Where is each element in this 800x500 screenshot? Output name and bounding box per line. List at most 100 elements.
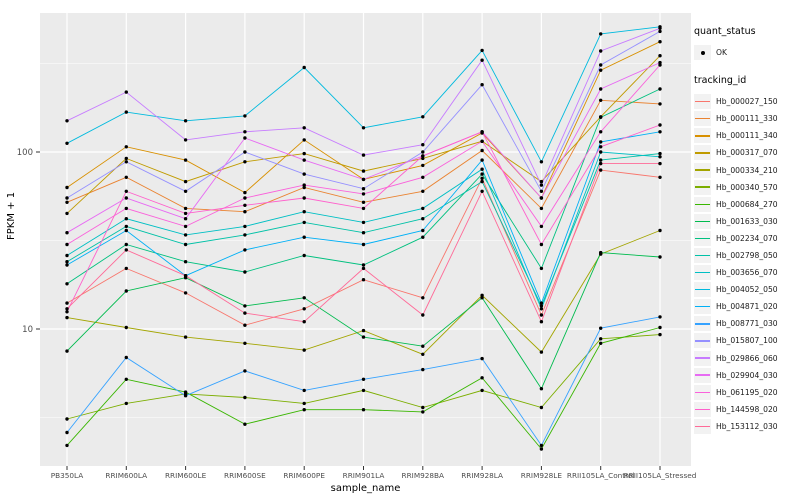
data-point [302,408,306,412]
data-point [302,401,306,406]
line-swatch-icon [695,374,710,376]
x-tick-label: RRIM600SE [224,471,266,480]
data-point [302,126,306,130]
data-point [421,115,425,119]
data-point [124,217,128,221]
legend-key [694,299,711,315]
data-point [361,220,366,225]
data-point [361,231,366,235]
data-point [243,395,247,400]
data-point [599,158,603,162]
data-point [599,140,603,144]
data-point [183,335,188,339]
data-point [480,83,484,87]
data-point [183,179,188,184]
data-point [421,175,425,179]
data-point [361,278,366,282]
data-point [302,220,306,225]
legend-item-Hb_002234_070: Hb_002234_070 [694,230,800,247]
data-point [183,138,188,142]
legend-item-Hb_002798_050: Hb_002798_050 [694,247,800,264]
data-point [65,310,69,314]
data-point [421,235,425,239]
data-point [421,313,425,317]
legend-key [694,145,711,161]
data-point [480,167,484,171]
data-point [480,58,484,62]
line-swatch-icon [695,186,710,188]
data-point [361,126,366,130]
data-point [65,263,69,267]
legend-item-Hb_000334_210: Hb_000334_210 [694,161,800,178]
data-point [480,388,484,393]
legend-item-Hb_000111_330: Hb_000111_330 [694,110,800,127]
data-point [302,253,306,258]
legend-items: Hb_000027_150 Hb_000111_330 Hb_000111_340 H… [694,93,800,435]
data-point [302,172,306,176]
data-point [243,323,247,327]
data-point [243,136,247,140]
data-point [124,196,128,200]
x-tick-label: RRIM600LE [165,471,207,480]
legend-item-Hb_015807_100: Hb_015807_100 [694,332,800,349]
data-point [421,405,425,410]
data-point [183,274,188,278]
data-point [65,315,69,320]
legend-item-Hb_004871_020: Hb_004871_020 [694,298,800,315]
data-point [421,206,425,211]
x-tick-label: RRII105LA_Stressed [624,471,697,480]
legend-item-label: Hb_008771_030 [716,319,778,329]
legend-item-label: Hb_000111_330 [716,114,778,124]
legend-item-label: OK [716,48,727,58]
data-point [599,32,603,36]
data-point [658,161,662,166]
data-point [183,158,188,162]
data-point [421,217,425,221]
data-point [480,48,484,53]
line-swatch-icon [695,152,710,154]
data-point [599,68,603,72]
point-marker-icon [700,50,705,55]
data-point [539,307,544,311]
data-point [124,401,128,406]
legend-item-Hb_029904_030: Hb_029904_030 [694,367,800,384]
data-point [302,348,306,352]
data-point [658,40,662,44]
data-point [124,189,128,193]
legend-key [694,162,711,178]
data-point [124,224,128,229]
line-swatch-icon [695,118,710,120]
data-point [658,60,662,65]
data-point [361,192,366,196]
data-point [243,369,247,373]
x-tick-label: RRIM600PE [283,471,325,480]
data-point [183,119,188,123]
data-point [658,102,662,106]
data-point [421,150,425,154]
data-point [658,29,662,34]
line-swatch-icon [695,340,710,342]
data-point [124,175,128,179]
data-point [361,153,366,157]
data-point [599,63,603,67]
data-point [361,377,366,381]
y-tick-label: 10 [22,325,33,335]
legend-item-ok: OK [694,44,800,61]
x-tick-label: PB350LA [51,471,84,480]
data-point [539,304,544,308]
data-point [124,90,128,94]
data-point [599,150,603,154]
data-point [421,156,425,161]
legend-item-Hb_153112_030: Hb_153112_030 [694,418,800,435]
line-swatch-icon [695,237,710,240]
legend-item-label: Hb_004871_020 [716,302,778,312]
data-point [480,158,484,162]
legend-item-Hb_029866_060: Hb_029866_060 [694,350,800,367]
data-point [539,242,544,247]
legend-item-label: Hb_000317_070 [716,148,778,158]
data-point [302,65,306,70]
data-point [658,255,662,259]
legend-key [694,265,711,281]
legend-key [694,111,711,127]
data-point [599,87,603,91]
